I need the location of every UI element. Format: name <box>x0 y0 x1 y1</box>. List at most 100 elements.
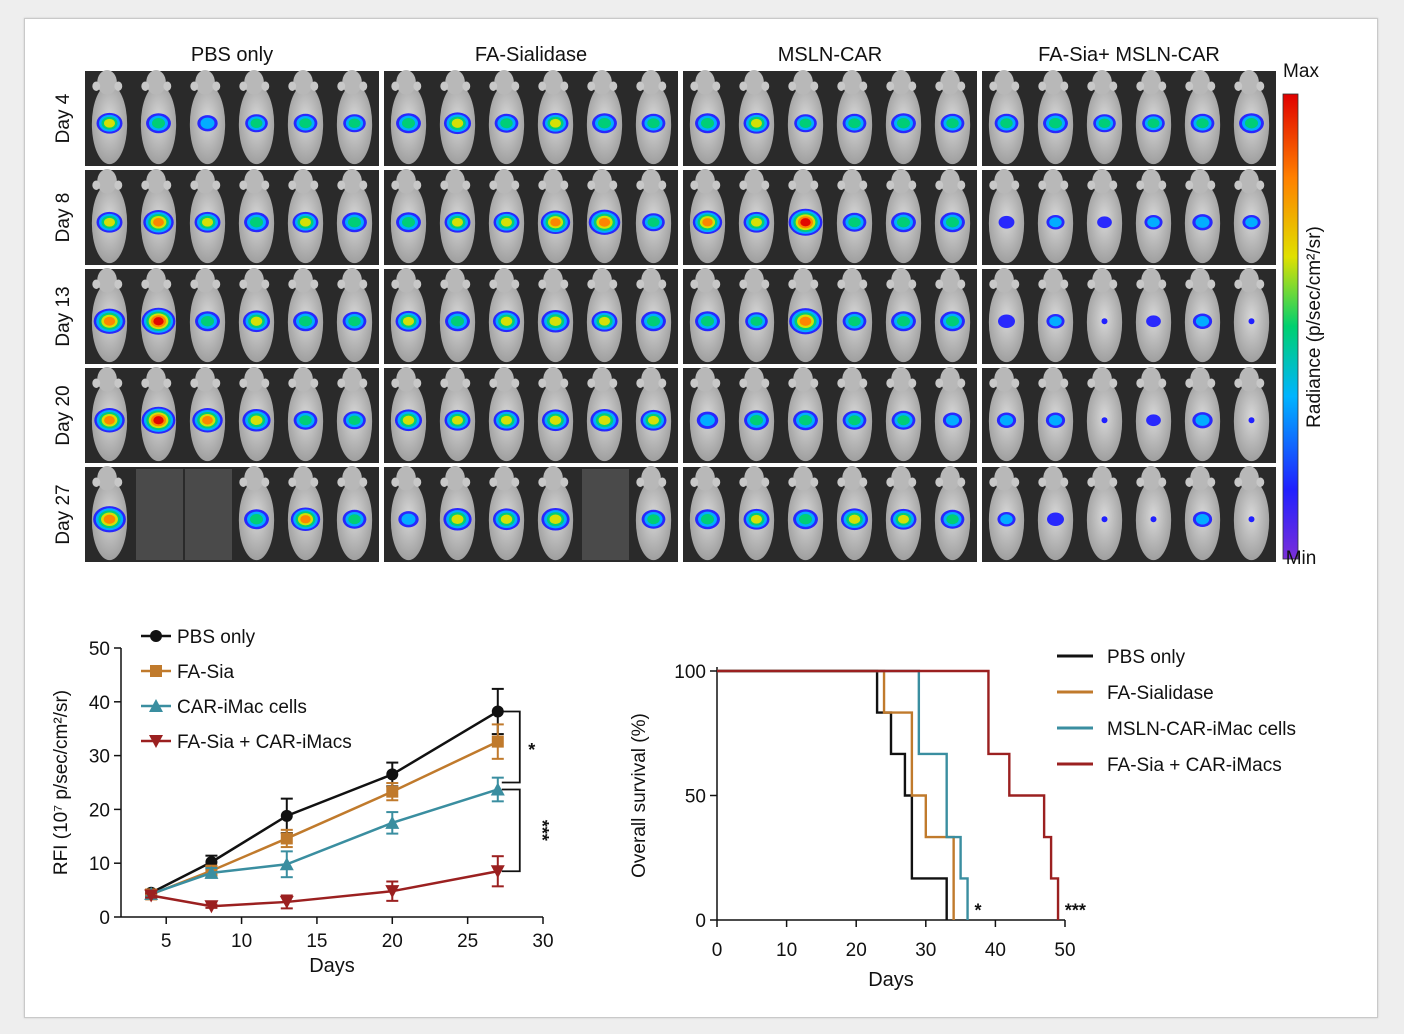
mouse-ear <box>310 180 319 190</box>
mouse-head <box>494 367 514 392</box>
mouse <box>439 70 476 165</box>
mouse-head <box>891 268 911 293</box>
mouse-ear <box>337 279 346 289</box>
mouse-ear <box>288 279 297 289</box>
mouse-ear <box>337 378 346 388</box>
signal-blob <box>501 415 512 425</box>
mouse-ear <box>538 279 547 289</box>
mouse <box>1184 70 1221 165</box>
mouse-ear <box>1185 279 1194 289</box>
signal-blob <box>104 415 115 425</box>
day-label: Day 13 <box>53 286 74 346</box>
mouse <box>586 70 623 165</box>
mouse-ear <box>1185 180 1194 190</box>
mouse-head <box>793 367 813 392</box>
mouse-ear <box>989 378 998 388</box>
mouse <box>287 367 324 462</box>
x-tick-label: 0 <box>712 940 723 961</box>
signal-blob <box>249 217 264 228</box>
signal-blob <box>300 217 311 227</box>
mouse-ear <box>239 378 248 388</box>
mouse-ear <box>1109 378 1118 388</box>
signal-blob <box>103 316 116 326</box>
signal-blob <box>597 118 612 129</box>
mouse-ear <box>288 378 297 388</box>
mouse <box>885 169 922 264</box>
mouse-ear <box>935 477 944 487</box>
mouse <box>390 268 427 363</box>
mouse <box>336 466 373 561</box>
mouse-ear <box>636 378 645 388</box>
mouse-head <box>641 268 661 293</box>
signal-blob <box>648 415 659 425</box>
mouse-ear <box>141 81 150 91</box>
mouse-ear <box>1011 279 1020 289</box>
mouse-ear <box>489 180 498 190</box>
mouse-head <box>842 466 862 491</box>
mouse-head <box>494 466 514 491</box>
day-label: Day 4 <box>53 93 74 143</box>
signal-blob <box>999 414 1014 426</box>
mouse-head <box>1239 169 1259 194</box>
mouse-head <box>494 169 514 194</box>
mouse <box>836 466 873 561</box>
panel-background <box>384 368 678 463</box>
mouse-head <box>695 367 715 392</box>
signal-blob <box>402 415 415 425</box>
signal-blob <box>104 118 115 128</box>
mouse <box>586 169 623 264</box>
signal-blob <box>1048 414 1063 426</box>
imaging-panel-cell <box>85 70 379 166</box>
survival-curve-fa-sialidase <box>717 669 955 920</box>
mouse-ear <box>957 279 966 289</box>
mouse-ear <box>92 378 101 388</box>
mouse <box>488 268 525 363</box>
group-label: FA-Sialidase <box>475 44 587 66</box>
signal-blob <box>848 415 861 426</box>
mouse <box>537 268 574 363</box>
mouse-ear <box>739 378 748 388</box>
mouse <box>988 169 1025 264</box>
mouse-ear <box>587 180 596 190</box>
mouse <box>1086 367 1123 462</box>
signal-blob <box>298 316 313 327</box>
signal-blob <box>998 215 1015 229</box>
mouse <box>390 367 427 462</box>
mouse-ear <box>92 180 101 190</box>
signal-blob <box>1000 118 1013 129</box>
mouse-ear <box>957 378 966 388</box>
mouse <box>934 169 971 264</box>
signal-blob <box>451 118 464 128</box>
mouse <box>1135 466 1172 561</box>
y-tick-label: 50 <box>89 639 110 660</box>
mouse <box>1233 367 1270 462</box>
mouse-ear <box>908 180 917 190</box>
signal-blob <box>401 217 416 228</box>
panel-background <box>683 269 977 364</box>
x-tick-label: 5 <box>161 931 172 952</box>
mouse-ear <box>1234 279 1243 289</box>
mouse-ear <box>1234 477 1243 487</box>
signal-blob <box>348 514 361 525</box>
signal-blob <box>450 316 465 327</box>
mouse-ear <box>538 477 547 487</box>
missing-mouse <box>185 469 232 560</box>
mouse-head <box>744 169 764 194</box>
mouse-ear <box>1256 477 1265 487</box>
signal-blob <box>750 316 763 326</box>
group-label: FA-Sia+ MSLN-CAR <box>1038 44 1220 66</box>
series-line <box>150 788 499 896</box>
mouse <box>836 70 873 165</box>
mouse-head <box>940 169 960 194</box>
imaging-panel-cell <box>683 466 977 562</box>
mouse-ear <box>1136 180 1145 190</box>
signal-blob <box>500 118 513 129</box>
mouse-ear <box>489 81 498 91</box>
mouse-ear <box>1207 279 1216 289</box>
imaging-panel-cell <box>982 268 1276 364</box>
mouse-head <box>293 268 313 293</box>
colorbar-max-label: Max <box>1283 61 1319 82</box>
mouse <box>439 268 476 363</box>
signal-blob <box>945 316 960 327</box>
mouse-ear <box>1207 180 1216 190</box>
